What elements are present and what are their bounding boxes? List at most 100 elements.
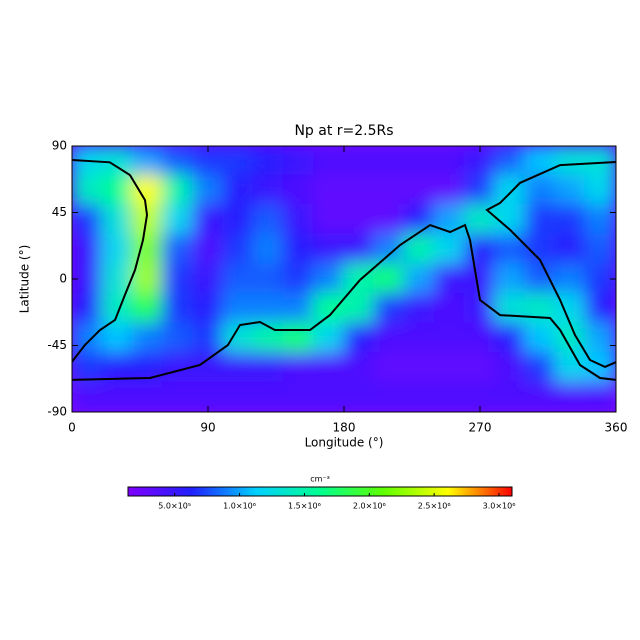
heat-cell	[282, 351, 315, 384]
heat-cell	[343, 233, 376, 266]
heat-cell	[463, 204, 497, 236]
heat-cell	[584, 233, 616, 266]
heat-cell	[252, 174, 285, 207]
heat-cell	[161, 233, 194, 266]
heat-cell	[72, 381, 104, 412]
heat-cell	[554, 263, 587, 295]
neutral-line	[72, 223, 616, 381]
heat-cell	[494, 292, 527, 325]
heat-cell	[373, 263, 406, 295]
heat-cell	[433, 204, 466, 236]
y-tick-label: 90	[52, 139, 67, 153]
heat-cell	[101, 204, 134, 236]
heat-cell	[584, 322, 616, 354]
heat-cell	[282, 233, 315, 266]
heat-cell	[191, 263, 225, 295]
heat-cell	[72, 204, 104, 236]
heat-cell	[131, 292, 164, 325]
heat-cell	[161, 174, 194, 207]
heat-cell	[101, 381, 134, 412]
heatmap	[72, 146, 616, 412]
x-tick-label: 360	[605, 421, 628, 435]
heat-cell	[222, 204, 255, 236]
heat-cell	[463, 351, 497, 384]
heat-cell	[161, 263, 194, 295]
y-tick-label: 0	[59, 272, 67, 286]
heat-cell	[373, 174, 406, 207]
heat-cell	[312, 233, 345, 266]
heat-cell	[554, 174, 587, 207]
heat-cell	[312, 351, 345, 384]
heat-cell	[72, 292, 104, 325]
heat-cell	[524, 174, 557, 207]
heat-cell	[494, 174, 527, 207]
heat-cell	[343, 146, 376, 177]
heat-cell	[373, 204, 406, 236]
x-tick-label: 180	[333, 421, 356, 435]
heat-cell	[72, 233, 104, 266]
colorbar-tick-label: 1.0×10⁶	[223, 502, 256, 511]
heat-cell	[433, 292, 466, 325]
heat-cell	[191, 233, 225, 266]
heat-cell	[463, 263, 497, 295]
colorbar	[127, 486, 513, 497]
heat-cell	[252, 233, 285, 266]
heat-cell	[494, 322, 527, 354]
heat-cell	[161, 292, 194, 325]
heat-cell	[433, 263, 466, 295]
heat-cell	[373, 292, 406, 325]
heat-cell	[554, 381, 587, 412]
colorbar-tick-label: 3.0×10⁶	[483, 502, 516, 511]
heat-cell	[524, 381, 557, 412]
heat-cell	[433, 351, 466, 384]
heat-cell	[373, 233, 406, 266]
heat-cell	[584, 146, 616, 177]
neutral-line	[72, 159, 149, 363]
heat-cell	[494, 233, 527, 266]
heat-cell	[312, 204, 345, 236]
heat-cell	[403, 322, 436, 354]
heat-cell	[373, 381, 406, 412]
heat-cell	[252, 263, 285, 295]
heat-cell	[312, 263, 345, 295]
heat-cell	[433, 174, 466, 207]
heat-cell	[312, 174, 345, 207]
heat-cell	[554, 233, 587, 266]
chart-title: Np at r=2.5Rs	[294, 123, 393, 139]
heat-cell	[524, 146, 557, 177]
heat-cell	[101, 322, 134, 354]
heat-cell	[343, 381, 376, 412]
heat-cell	[222, 292, 255, 325]
heat-cell	[584, 381, 616, 412]
x-tick-label: 270	[469, 421, 492, 435]
heat-cell	[403, 381, 436, 412]
heat-cell	[222, 233, 255, 266]
colorbar-tick-label: 2.0×10⁶	[353, 502, 386, 511]
heat-cell	[222, 146, 255, 177]
heat-cell	[282, 204, 315, 236]
heat-cell	[494, 263, 527, 295]
heat-cell	[282, 174, 315, 207]
heat-cell	[131, 322, 164, 354]
heat-cell	[282, 292, 315, 325]
heat-cell	[131, 263, 164, 295]
heat-cell	[524, 351, 557, 384]
neutral-lines	[72, 159, 616, 381]
heat-cell	[403, 263, 436, 295]
heat-cell	[101, 292, 134, 325]
colorbar-tick-label: 2.5×10⁶	[418, 502, 451, 511]
heat-cell	[373, 322, 406, 354]
heat-cell	[403, 146, 436, 177]
heat-cell	[191, 322, 225, 354]
y-tick-label: 45	[52, 205, 67, 219]
heat-cell	[282, 263, 315, 295]
heat-cell	[403, 174, 436, 207]
heat-cell	[494, 351, 527, 384]
heat-cell	[282, 322, 315, 354]
heat-cell	[312, 322, 345, 354]
x-tick-label: 0	[68, 421, 76, 435]
heat-cell	[72, 351, 104, 384]
heat-cell	[191, 204, 225, 236]
heat-cell	[403, 351, 436, 384]
